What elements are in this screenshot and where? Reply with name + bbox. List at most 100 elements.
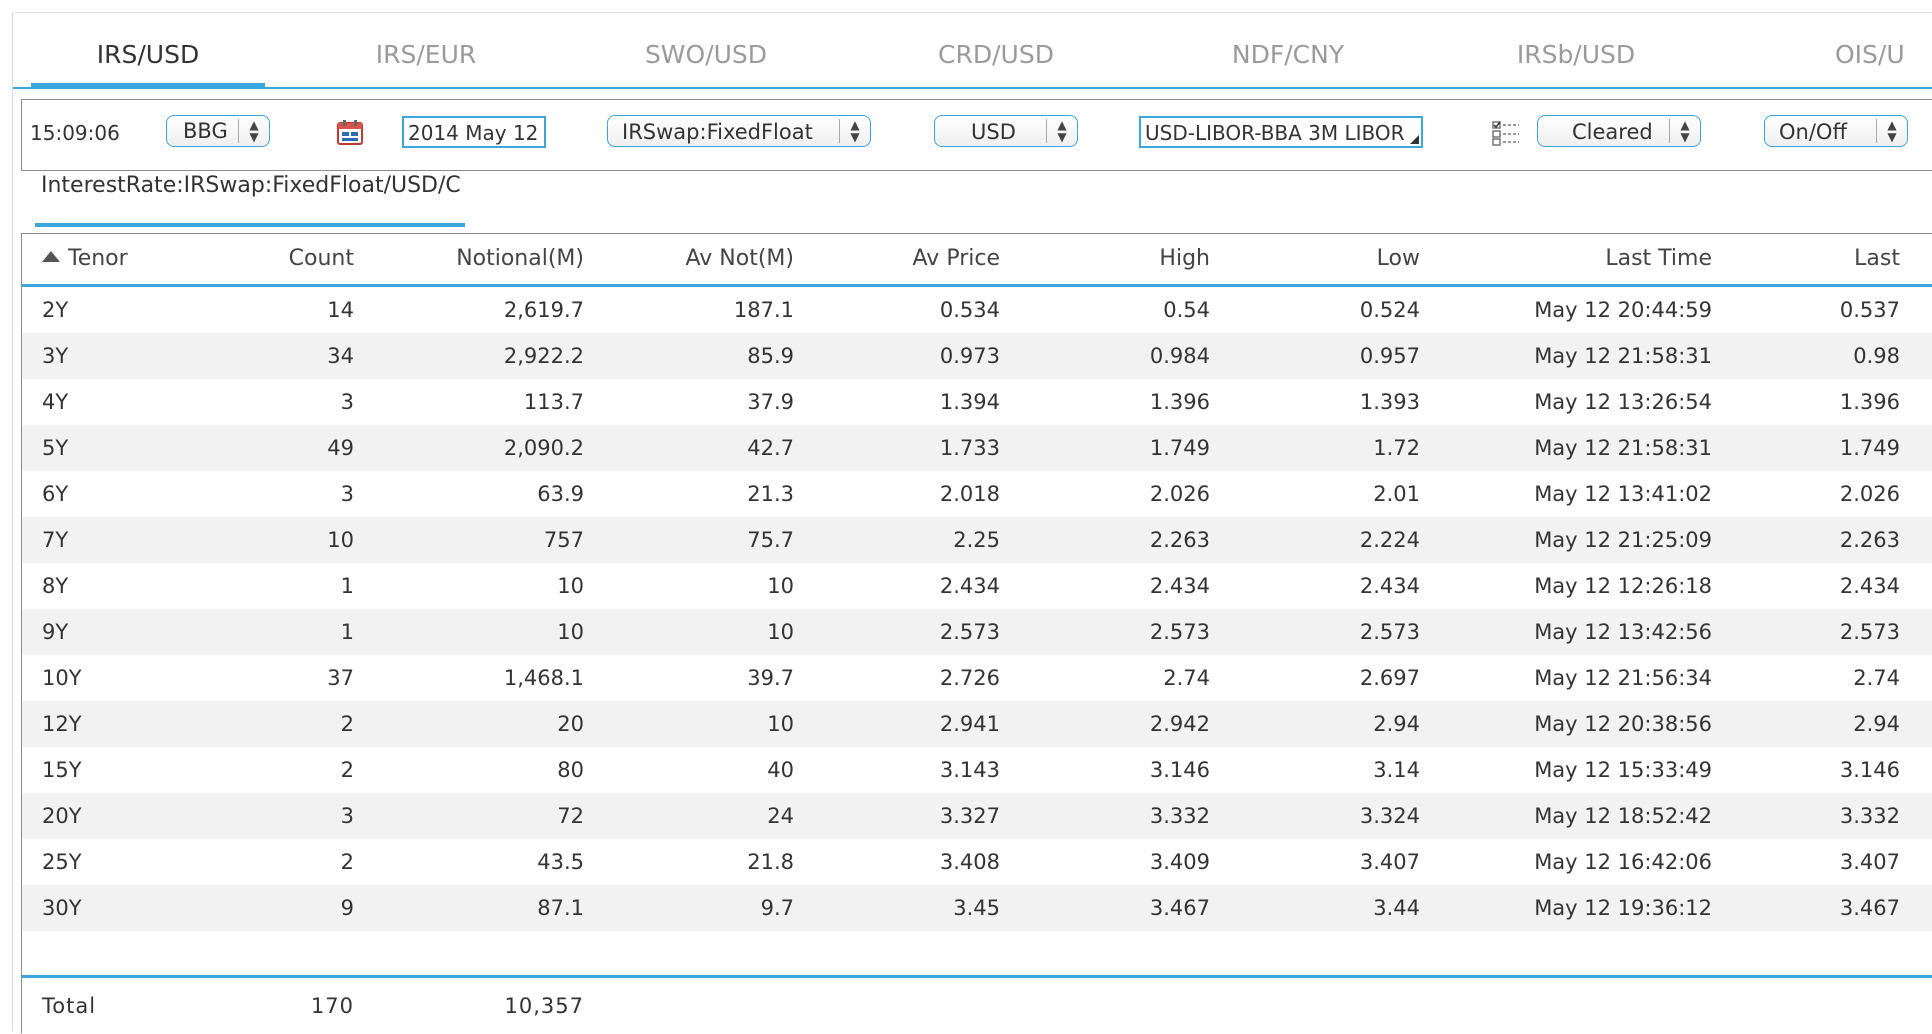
cell-notional: 63.9 (537, 482, 584, 506)
column-header-avg-price[interactable]: Av Price (912, 246, 1000, 271)
select-arrows-icon: ▲ ▼ (1046, 119, 1077, 143)
tab-irs-eur[interactable]: IRS/EUR (375, 40, 477, 69)
on-off-select[interactable]: On/Off ▲ ▼ (1764, 115, 1908, 147)
cell-low: 2.573 (1359, 620, 1420, 644)
cell-last: 2.434 (1839, 574, 1900, 598)
cell-tenor: 9Y (42, 620, 69, 644)
table-row[interactable]: 25Y 2 43.5 21.8 3.408 3.409 3.407 May 12 16:42:… (22, 839, 1932, 885)
trades-table: Tenor Count Notional(M) Av Not(M) Av Pri… (21, 233, 1932, 1034)
table-row[interactable]: 7Y 10 757 75.7 2.25 2.263 2.224 May 12 21:25:09… (22, 517, 1932, 563)
cell-high: 3.332 (1149, 804, 1210, 828)
cell-low: 3.407 (1359, 850, 1420, 874)
product-select[interactable]: IRSwap:FixedFloat ▲ ▼ (607, 115, 871, 147)
cell-avg-notional: 85.9 (747, 344, 794, 368)
table-row[interactable]: 10Y 37 1,468.1 39.7 2.726 2.74 2.697 May 12 21:… (22, 655, 1932, 701)
table-row[interactable]: 6Y 3 63.9 21.3 2.018 2.026 2.01 May 12 13:41:02… (22, 471, 1932, 517)
cell-avg-notional: 9.7 (760, 896, 794, 920)
app-frame: IRS/USD IRS/EUR SWO/USD CRD/USD NDF/CNY … (12, 12, 1932, 1034)
cell-high: 3.409 (1149, 850, 1210, 874)
table-row[interactable]: 15Y 2 80 40 3.143 3.146 3.14 May 12 15:33:49 3.1… (22, 747, 1932, 793)
cell-last-time: May 12 21:25:09 (1534, 528, 1712, 552)
column-header-low[interactable]: Low (1376, 246, 1420, 271)
table-row[interactable]: 30Y 9 87.1 9.7 3.45 3.467 3.44 May 12 19:36:12 3… (22, 885, 1932, 931)
cell-avg-notional: 40 (767, 758, 794, 782)
cell-avg-notional: 10 (767, 712, 794, 736)
table-row[interactable]: 9Y 1 10 10 2.573 2.573 2.573 May 12 13:42:56 2.5… (22, 609, 1932, 655)
cell-tenor: 12Y (42, 712, 82, 736)
table-footer: Total 170 10,357 (22, 975, 1932, 1034)
tab-ndf-cny[interactable]: NDF/CNY (1231, 40, 1345, 69)
cell-avg-price: 3.408 (939, 850, 1000, 874)
table-row[interactable]: 20Y 3 72 24 3.327 3.332 3.324 May 12 18:52:42 3.… (22, 793, 1932, 839)
instrument-path-tab[interactable]: InterestRate:IRSwap:FixedFloat/USD/C (35, 173, 465, 227)
table-row[interactable]: 3Y 34 2,922.2 85.9 0.973 0.984 0.957 May 12 21:… (22, 333, 1932, 379)
cell-high: 3.146 (1149, 758, 1210, 782)
filter-toolbar: 15:09:06 BBG ▲ ▼ 2014 May 12 IRSwap:Fixed… (21, 99, 1932, 171)
cell-tenor: 10Y (42, 666, 82, 690)
select-arrows-icon: ▲ ▼ (839, 119, 870, 143)
table-row[interactable]: 5Y 49 2,090.2 42.7 1.733 1.749 1.72 May 12 21:5… (22, 425, 1932, 471)
table-row[interactable]: 2Y 14 2,619.7 187.1 0.534 0.54 0.524 May 12 20:… (22, 287, 1932, 333)
cell-count: 2 (340, 712, 354, 736)
cell-last: 2.74 (1853, 666, 1900, 690)
cell-count: 2 (340, 850, 354, 874)
cell-avg-price: 2.941 (939, 712, 1000, 736)
cell-high: 0.984 (1149, 344, 1210, 368)
cell-notional: 757 (543, 528, 584, 552)
column-header-high[interactable]: High (1159, 246, 1210, 271)
cell-notional: 2,090.2 (503, 436, 584, 460)
cell-count: 34 (327, 344, 354, 368)
cell-last-time: May 12 15:33:49 (1534, 758, 1712, 782)
cell-low: 0.957 (1359, 344, 1420, 368)
cell-high: 0.54 (1163, 298, 1210, 322)
cell-tenor: 6Y (42, 482, 69, 506)
cell-last-time: May 12 20:44:59 (1534, 298, 1712, 322)
column-header-last[interactable]: Last (1854, 246, 1900, 271)
cell-low: 2.697 (1359, 666, 1420, 690)
tab-crd-usd[interactable]: CRD/USD (938, 40, 1054, 69)
table-row[interactable]: 8Y 1 10 10 2.434 2.434 2.434 May 12 12:26:18 2.4… (22, 563, 1932, 609)
cell-notional: 1,468.1 (503, 666, 584, 690)
select-arrows-icon: ▲ ▼ (238, 119, 269, 143)
currency-select[interactable]: USD ▲ ▼ (934, 115, 1078, 147)
cell-low: 3.14 (1373, 758, 1420, 782)
date-field[interactable]: 2014 May 12 (402, 116, 546, 148)
cell-last-time: May 12 20:38:56 (1534, 712, 1712, 736)
tab-ois-usd[interactable]: OIS/U (1835, 40, 1905, 69)
column-header-tenor[interactable]: Tenor (42, 234, 192, 284)
tab-irs-usd[interactable]: IRS/USD (31, 40, 265, 88)
cell-avg-notional: 39.7 (747, 666, 794, 690)
cell-last: 2.026 (1839, 482, 1900, 506)
cell-last-time: May 12 13:26:54 (1534, 390, 1712, 414)
resize-handle-icon[interactable] (1410, 135, 1419, 144)
source-select[interactable]: BBG ▲ ▼ (166, 115, 270, 147)
column-chooser-icon[interactable] (1491, 120, 1521, 146)
cell-tenor: 3Y (42, 344, 69, 368)
index-field[interactable]: USD-LIBOR-BBA 3M LIBOR (1139, 116, 1423, 148)
total-notional: 10,357 (504, 994, 584, 1018)
column-header-count[interactable]: Count (288, 246, 354, 271)
select-arrows-icon: ▲ ▼ (1669, 119, 1700, 143)
tab-irsb-usd[interactable]: IRSb/USD (1516, 40, 1636, 69)
clearing-select[interactable]: Cleared ▲ ▼ (1537, 115, 1701, 147)
table-header: Tenor Count Notional(M) Av Not(M) Av Pri… (22, 234, 1932, 287)
cell-avg-price: 2.726 (939, 666, 1000, 690)
cell-high: 2.263 (1149, 528, 1210, 552)
cell-high: 3.467 (1149, 896, 1210, 920)
clock-time: 15:09:06 (30, 121, 120, 145)
column-header-notional[interactable]: Notional(M) (456, 246, 584, 271)
cell-last-time: May 12 19:36:12 (1534, 896, 1712, 920)
calendar-icon[interactable] (336, 118, 364, 146)
cell-count: 3 (340, 390, 354, 414)
column-header-last-time[interactable]: Last Time (1605, 246, 1712, 271)
cell-high: 2.573 (1149, 620, 1210, 644)
cell-count: 10 (327, 528, 354, 552)
cell-tenor: 20Y (42, 804, 82, 828)
table-row[interactable]: 4Y 3 113.7 37.9 1.394 1.396 1.393 May 12 13:26:… (22, 379, 1932, 425)
tab-bar: IRS/USD IRS/EUR SWO/USD CRD/USD NDF/CNY … (13, 13, 1932, 89)
tab-swo-usd[interactable]: SWO/USD (644, 40, 768, 69)
table-row[interactable]: 12Y 2 20 10 2.941 2.942 2.94 May 12 20:38:56 2.9… (22, 701, 1932, 747)
cell-notional: 113.7 (523, 390, 584, 414)
column-header-avg-notional[interactable]: Av Not(M) (685, 246, 794, 271)
cell-low: 1.72 (1373, 436, 1420, 460)
